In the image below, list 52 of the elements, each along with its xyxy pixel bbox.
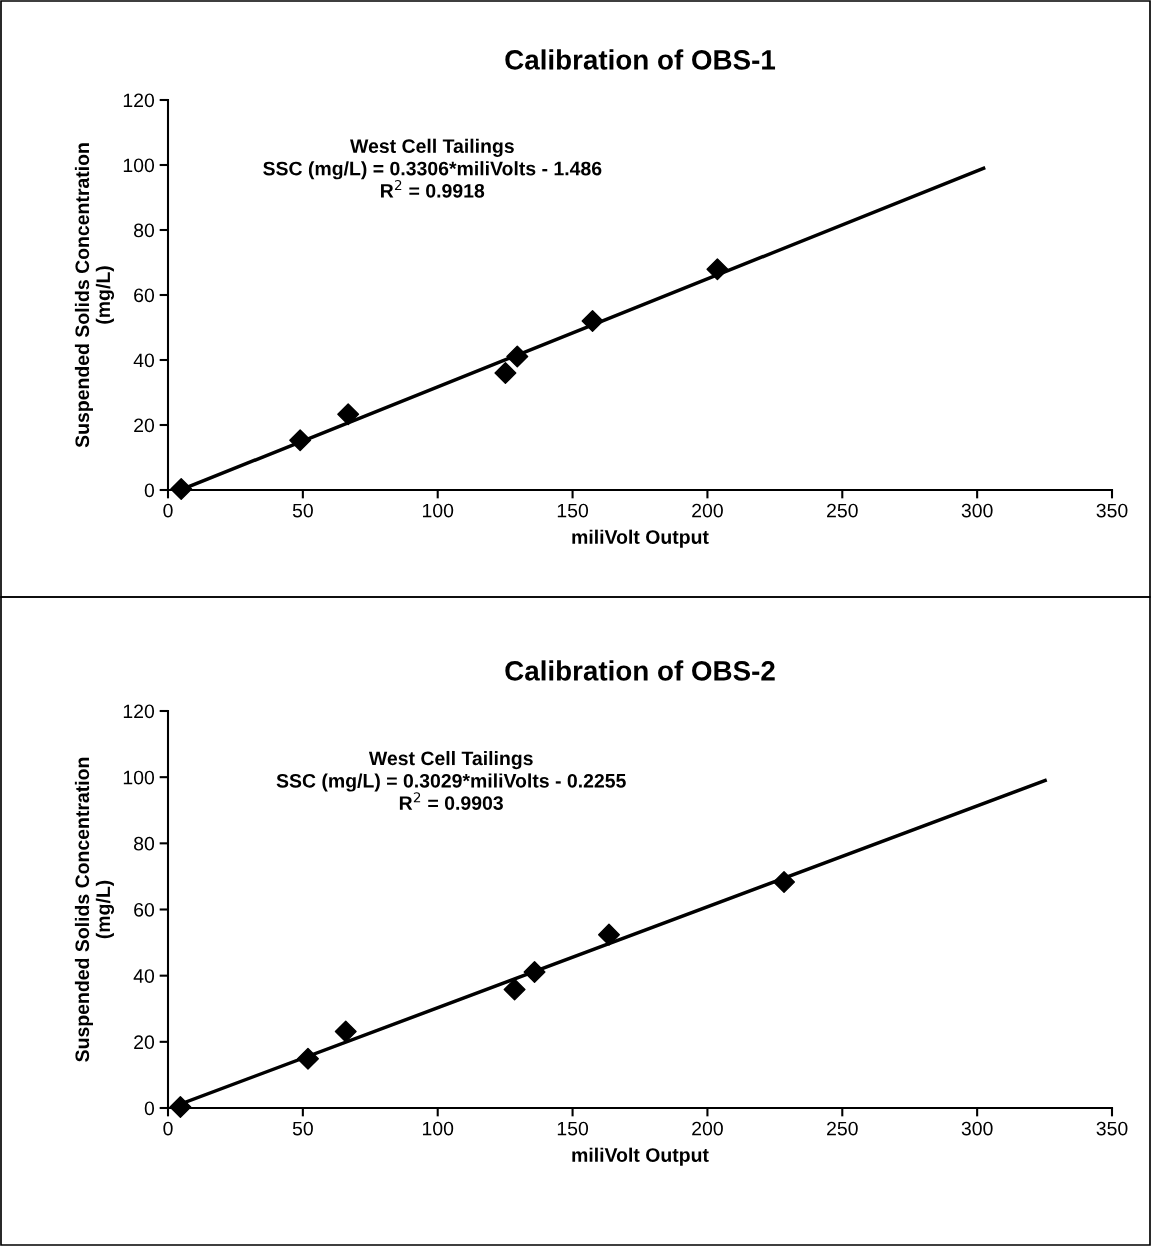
chart-title: Calibration of OBS-2 — [505, 660, 775, 681]
annotation: West Cell Tailings SSC (mg/L) = 0.3306*miliVolts - 1.486 R$^{2}$ = 0.9918 — [263, 138, 602, 198]
x-tick-label: 100 — [422, 503, 454, 518]
x-tick-label: 0 — [163, 503, 173, 518]
point — [506, 345, 529, 368]
x-tick-label: 350 — [1096, 503, 1128, 518]
y-tick-label: 20 — [134, 1035, 155, 1050]
point — [337, 403, 360, 426]
y-tick-label: 0 — [144, 1101, 155, 1116]
x-tick-label: 0 — [163, 1121, 173, 1136]
x-tick-label: 300 — [961, 1121, 993, 1136]
y-axis-title: Suspended Solids Concentration (mg/L) — [74, 143, 115, 448]
y-tick-label: 60 — [134, 288, 155, 303]
y-tick-label: 80 — [134, 836, 155, 851]
y-tick-label: 60 — [134, 902, 155, 917]
x-axis-title: miliVolt Output — [572, 1147, 709, 1166]
annotation: West Cell Tailings SSC (mg/L) = 0.3029*miliVolts - 0.2255 R$^{2}$ = 0.9903 — [276, 750, 626, 810]
x-tick-label: 100 — [422, 1121, 454, 1136]
point — [503, 978, 526, 1001]
x-tick-label: 250 — [827, 1121, 858, 1136]
point — [773, 871, 796, 894]
y-tick-label: 100 — [123, 770, 155, 785]
y-tick-label: 20 — [134, 418, 155, 433]
y-axis-title: Suspended Solids Concentration (mg/L) — [74, 757, 115, 1062]
point — [597, 923, 620, 946]
y-tick-label: 80 — [134, 223, 155, 238]
x-tick-label: 150 — [557, 503, 589, 518]
point — [296, 1047, 319, 1070]
chart-title: Calibration of OBS-1 — [505, 49, 776, 70]
point — [169, 1096, 192, 1119]
y-tick-label: 0 — [144, 483, 155, 498]
x-tick-label: 150 — [557, 1121, 589, 1136]
x-tick-label: 50 — [292, 1121, 313, 1136]
y-tick-label: 100 — [123, 158, 155, 173]
x-axis-title: miliVolt Output — [572, 529, 709, 548]
point — [170, 478, 193, 501]
point — [494, 362, 517, 384]
x-tick-label: 300 — [961, 503, 993, 518]
point — [706, 258, 729, 281]
y-tick-label: 40 — [133, 969, 155, 983]
y-tick-label: 40 — [133, 353, 155, 368]
x-tick-label: 250 — [827, 503, 858, 518]
point — [523, 961, 546, 984]
x-tick-label: 200 — [692, 1121, 723, 1136]
x-tick-label: 350 — [1096, 1121, 1128, 1136]
x-tick-label: 200 — [692, 503, 723, 518]
point — [289, 429, 312, 452]
y-tick-label: 120 — [123, 704, 155, 719]
point — [581, 310, 604, 332]
y-tick-label: 120 — [123, 93, 155, 108]
point — [334, 1020, 357, 1043]
x-tick-label: 50 — [292, 503, 313, 518]
